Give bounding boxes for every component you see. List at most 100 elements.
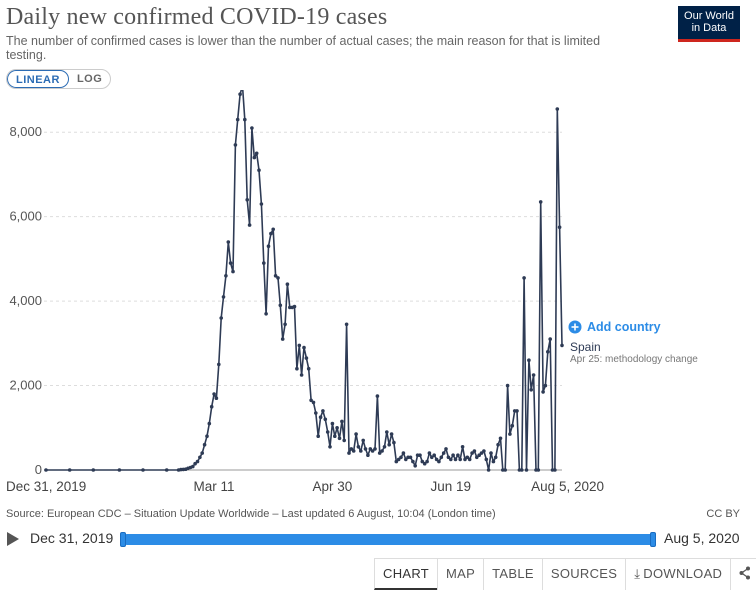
add-country-button[interactable]: Add country (568, 320, 661, 334)
data-point (380, 449, 384, 453)
data-point (191, 464, 195, 469)
data-point (328, 445, 332, 449)
data-point (498, 436, 503, 441)
data-point (557, 225, 562, 229)
timeline-end-handle[interactable] (650, 532, 656, 547)
data-point (250, 126, 254, 130)
data-point (368, 447, 373, 451)
data-point (382, 445, 387, 449)
data-point (351, 449, 356, 453)
grid-lines (44, 131, 562, 471)
data-point (482, 449, 486, 453)
data-point (302, 345, 306, 350)
tab-chart[interactable]: CHART (374, 559, 438, 590)
data-point (493, 455, 498, 460)
data-point (394, 459, 399, 464)
play-icon[interactable] (7, 532, 19, 546)
data-point (238, 92, 242, 96)
data-point (224, 274, 228, 278)
tab-map[interactable]: MAP (437, 559, 483, 590)
chart-title: Daily new confirmed COVID-19 cases (6, 4, 388, 30)
data-point (411, 459, 415, 464)
data-point (323, 417, 328, 422)
share-button[interactable] (730, 559, 756, 590)
data-point (198, 455, 202, 460)
tab-table[interactable]: TABLE (483, 559, 542, 590)
data-point (370, 449, 375, 453)
data-point (432, 453, 437, 458)
x-tick-label: Apr 30 (313, 479, 353, 494)
data-point (221, 295, 226, 299)
x-tick-label: Dec 31, 2019 (6, 479, 86, 494)
timeline-start-handle[interactable] (120, 532, 126, 547)
y-tick-label: 6,000 (9, 209, 42, 224)
license-label[interactable]: CC BY (706, 508, 740, 520)
data-point (280, 337, 285, 341)
linear-scale-button[interactable]: LINEAR (7, 70, 69, 88)
data-point (342, 438, 347, 443)
data-point (252, 155, 257, 160)
data-point (456, 453, 460, 458)
data-point (214, 396, 219, 401)
data-point (434, 457, 439, 462)
tab-download[interactable]: ⤓ DOWNLOAD (625, 559, 730, 590)
data-point (543, 383, 548, 388)
data-point (377, 451, 382, 455)
data-point (257, 168, 261, 172)
download-label: DOWNLOAD (643, 566, 723, 581)
series-annotation: Apr 25: methodology change (570, 354, 698, 365)
data-point (470, 451, 474, 455)
series-label-spain: Spain (570, 340, 601, 354)
owid-logo[interactable]: Our World in Data (678, 6, 740, 42)
data-point (292, 304, 297, 309)
data-point (439, 455, 444, 460)
data-point (314, 411, 318, 415)
data-point (515, 409, 519, 413)
data-point (321, 409, 325, 413)
data-point (217, 362, 221, 367)
log-scale-button[interactable]: LOG (76, 73, 103, 85)
data-point (366, 453, 370, 458)
data-point (553, 468, 557, 472)
data-point (278, 303, 283, 308)
share-icon (739, 566, 751, 580)
y-tick-label: 2,000 (9, 378, 42, 393)
x-tick-label: Mar 11 (194, 479, 235, 494)
data-point (276, 276, 280, 280)
data-point (522, 276, 526, 280)
add-country-label: Add country (587, 320, 661, 334)
x-axis-tick-labels: Dec 31, 2019 Mar 11 Apr 30 Jun 19 Aug 5, 202… (6, 479, 604, 494)
data-point (484, 457, 489, 462)
data-point (219, 316, 223, 320)
data-point (344, 322, 349, 327)
data-point (425, 459, 429, 464)
data-point (460, 445, 465, 449)
data-point (309, 398, 313, 403)
series-line-spain (46, 90, 563, 471)
timeline-track[interactable] (123, 534, 654, 545)
y-axis-tick-labels: 0 2,000 4,000 6,000 8,000 (9, 124, 42, 477)
tab-sources[interactable]: SOURCES (541, 559, 625, 590)
data-point (441, 451, 446, 455)
data-point (508, 432, 512, 436)
x-tick-label: Aug 5, 2020 (531, 479, 604, 494)
data-point (467, 457, 472, 462)
data-point (486, 468, 491, 472)
timeline-end-label: Aug 5, 2020 (664, 530, 740, 546)
data-point (505, 383, 510, 388)
data-point (266, 244, 271, 248)
data-point (271, 227, 276, 232)
data-point (354, 432, 358, 436)
data-point (475, 455, 479, 460)
data-point (200, 451, 204, 455)
data-point (373, 447, 377, 451)
data-point (541, 390, 545, 394)
data-point (479, 451, 484, 455)
logo-line-2: in Data (691, 22, 727, 34)
data-point (202, 442, 207, 447)
data-point (418, 453, 422, 458)
data-point (243, 117, 247, 122)
data-point (141, 468, 145, 472)
data-point (389, 432, 394, 436)
data-point (451, 453, 455, 458)
